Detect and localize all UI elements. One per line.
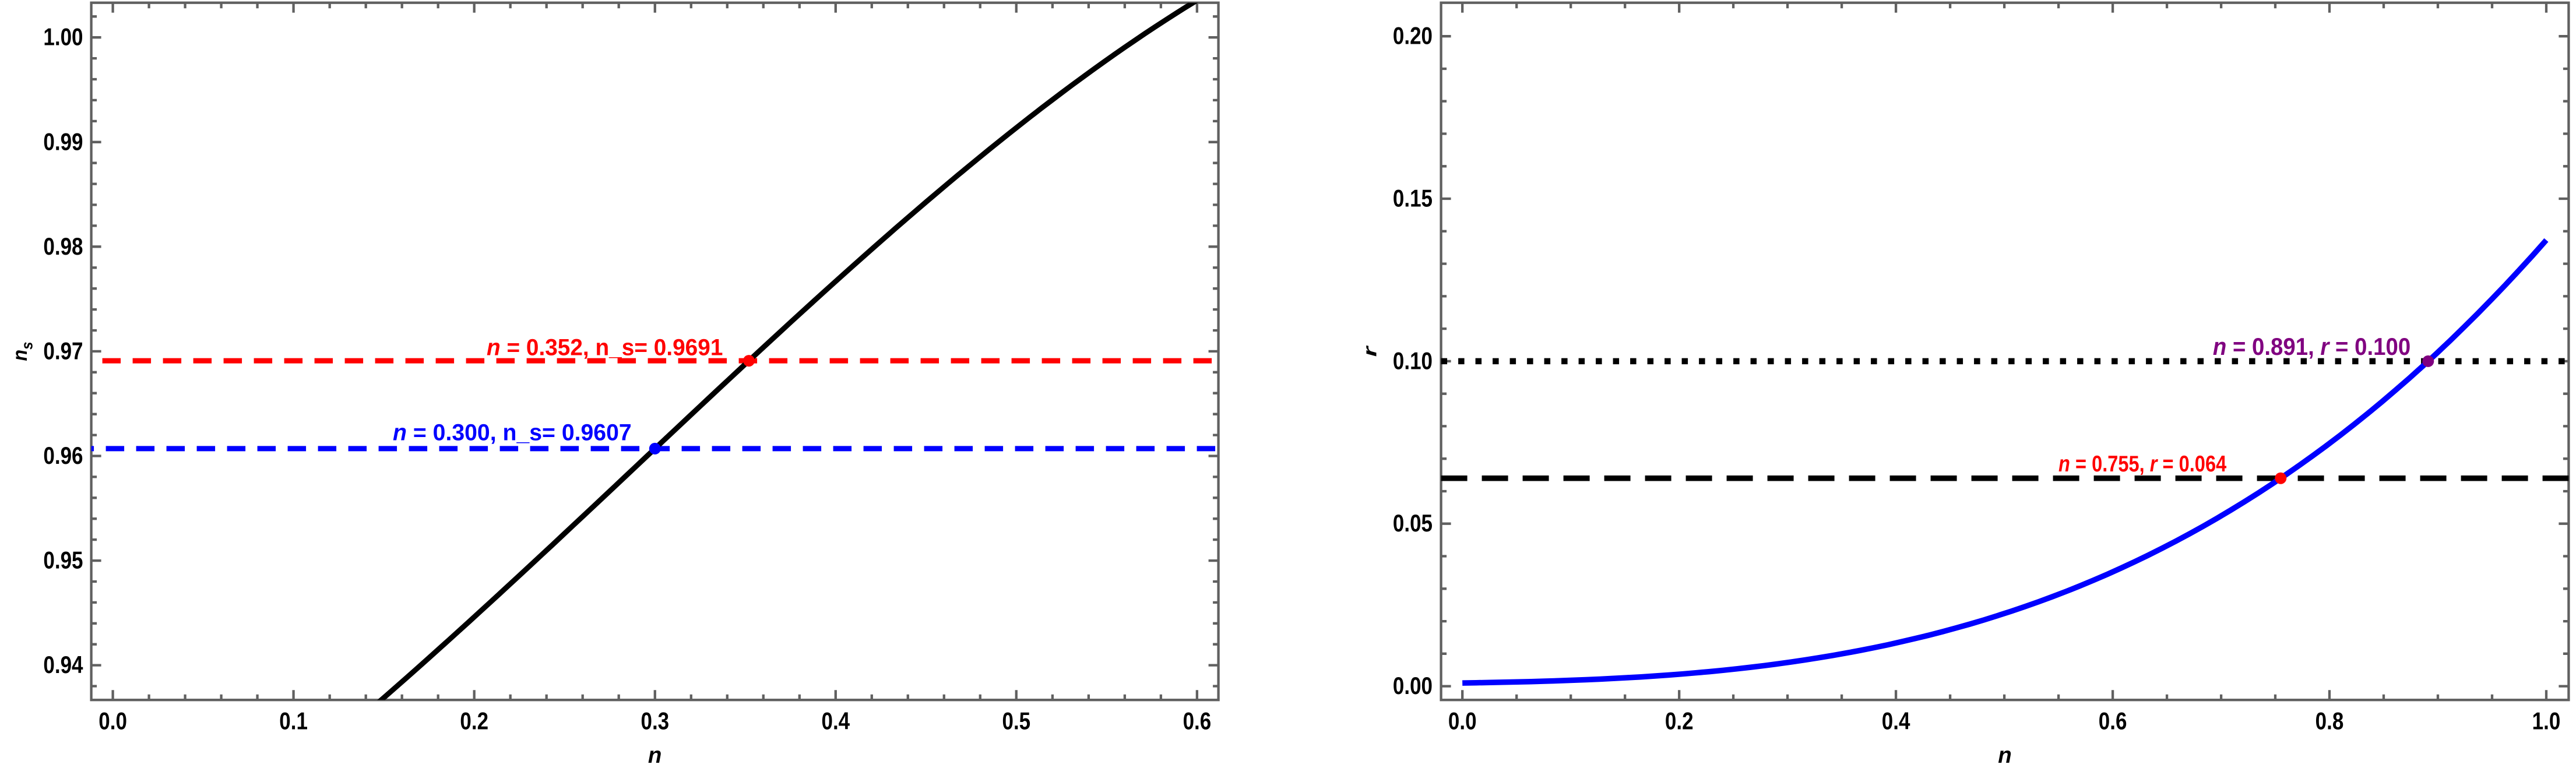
svg-text:0.2: 0.2: [460, 708, 488, 735]
svg-text:0.97: 0.97: [43, 338, 83, 365]
svg-text:0.2: 0.2: [1665, 708, 1694, 735]
svg-text:0.0: 0.0: [98, 708, 127, 735]
svg-text:0.98: 0.98: [43, 233, 83, 260]
svg-text:0.3: 0.3: [641, 708, 669, 735]
svg-text:0.95: 0.95: [43, 547, 83, 574]
svg-text:n = 0.755, r = 0.064: n = 0.755, r = 0.064: [2058, 450, 2226, 477]
svg-text:r: r: [1360, 345, 1381, 357]
svg-text:0.94: 0.94: [43, 651, 83, 678]
svg-text:0.5: 0.5: [1002, 708, 1030, 735]
svg-text:1.0: 1.0: [2532, 708, 2561, 735]
svg-text:0.8: 0.8: [2315, 708, 2344, 735]
svg-text:0.6: 0.6: [1183, 708, 1212, 735]
svg-text:n = 0.352, n_s= 0.9691: n = 0.352, n_s= 0.9691: [487, 334, 723, 361]
svg-text:n: n: [1998, 743, 2012, 768]
svg-text:1.00: 1.00: [43, 24, 83, 51]
svg-text:0.99: 0.99: [43, 129, 83, 156]
svg-text:ns: ns: [9, 342, 36, 361]
svg-text:0.96: 0.96: [43, 442, 83, 469]
svg-text:0.05: 0.05: [1393, 510, 1433, 537]
svg-text:0.00: 0.00: [1393, 672, 1433, 699]
svg-text:0.4: 0.4: [1882, 708, 1910, 735]
svg-text:n = 0.300, n_s= 0.9607: n = 0.300, n_s= 0.9607: [393, 420, 632, 446]
svg-text:0.10: 0.10: [1393, 348, 1433, 375]
svg-text:n: n: [648, 743, 662, 768]
svg-text:0.20: 0.20: [1393, 23, 1433, 50]
svg-text:0.4: 0.4: [821, 708, 850, 735]
svg-text:0.15: 0.15: [1393, 185, 1433, 212]
svg-text:0.6: 0.6: [2099, 708, 2127, 735]
svg-text:n = 0.891, r = 0.100: n = 0.891, r = 0.100: [2213, 334, 2410, 361]
svg-text:0.1: 0.1: [279, 708, 308, 735]
svg-text:0.0: 0.0: [1448, 708, 1477, 735]
